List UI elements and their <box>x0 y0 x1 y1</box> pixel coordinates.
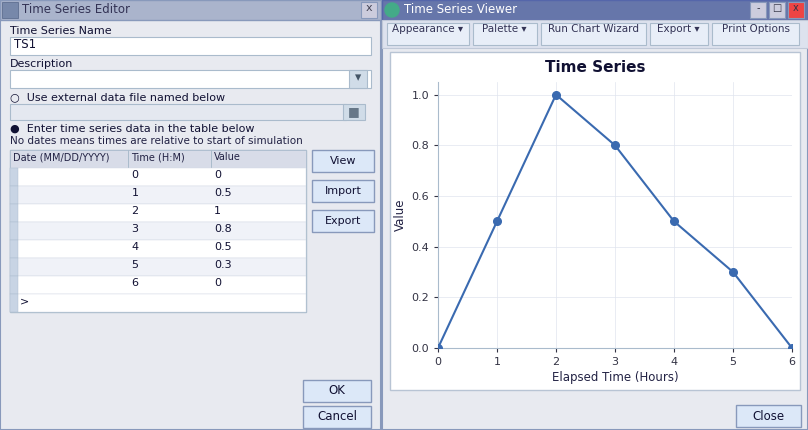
Bar <box>10 204 306 222</box>
Text: Appearance ▾: Appearance ▾ <box>392 24 463 34</box>
Bar <box>10 240 18 258</box>
Text: No dates means times are relative to start of simulation: No dates means times are relative to sta… <box>10 136 303 146</box>
Text: 1: 1 <box>132 188 138 198</box>
Text: 1: 1 <box>214 206 221 216</box>
Text: Time Series: Time Series <box>545 59 646 74</box>
Bar <box>10 70 371 88</box>
Bar <box>10 104 346 120</box>
Bar <box>10 186 306 204</box>
Text: 0.5: 0.5 <box>214 188 232 198</box>
Text: 3: 3 <box>132 224 138 234</box>
Bar <box>312 210 374 232</box>
Bar <box>750 2 766 18</box>
Text: OK: OK <box>329 384 346 397</box>
Bar <box>10 204 18 222</box>
Bar <box>0 0 381 430</box>
Text: Time Series Name: Time Series Name <box>10 26 112 36</box>
Text: Cancel: Cancel <box>317 411 357 424</box>
Bar <box>382 0 808 20</box>
Bar <box>736 405 801 427</box>
Text: -: - <box>756 3 760 13</box>
Bar <box>473 23 537 45</box>
Text: Close: Close <box>752 409 785 423</box>
Bar <box>2 2 18 18</box>
Bar <box>10 276 306 294</box>
Bar <box>10 222 18 240</box>
Text: 0: 0 <box>214 170 221 180</box>
Circle shape <box>385 3 399 17</box>
Bar <box>10 168 18 186</box>
Text: 0: 0 <box>214 278 221 288</box>
Text: Import: Import <box>325 186 361 196</box>
Text: Time (H:M): Time (H:M) <box>132 152 185 162</box>
Bar <box>650 23 708 45</box>
Bar <box>10 294 306 312</box>
Text: TS1: TS1 <box>14 38 36 51</box>
Bar <box>10 258 306 276</box>
Text: 0.3: 0.3 <box>214 260 232 270</box>
Bar <box>10 258 18 276</box>
Text: Palette ▾: Palette ▾ <box>482 24 527 34</box>
Bar <box>303 380 371 402</box>
Text: Date (MM/DD/YYYY): Date (MM/DD/YYYY) <box>13 152 110 162</box>
Bar <box>10 222 306 240</box>
Bar <box>10 294 18 312</box>
Bar <box>343 104 365 120</box>
Bar <box>361 2 377 18</box>
Text: Time Series Editor: Time Series Editor <box>22 3 130 16</box>
Bar <box>788 2 804 18</box>
Bar <box>10 240 306 258</box>
Text: Run Chart Wizard: Run Chart Wizard <box>548 24 638 34</box>
Bar <box>382 0 808 430</box>
Text: 0: 0 <box>132 170 138 180</box>
Text: ■: ■ <box>348 105 360 118</box>
Bar <box>387 23 469 45</box>
Text: 2: 2 <box>132 206 138 216</box>
Text: Print Options: Print Options <box>722 24 789 34</box>
Text: □: □ <box>772 3 781 13</box>
Text: ▾: ▾ <box>355 71 361 84</box>
Text: Time Series Viewer: Time Series Viewer <box>404 3 517 16</box>
Bar <box>10 37 371 55</box>
Text: Export ▾: Export ▾ <box>658 24 700 34</box>
Bar <box>382 20 808 48</box>
Bar <box>712 23 799 45</box>
Y-axis label: Value: Value <box>394 199 407 231</box>
Text: Description: Description <box>10 59 74 69</box>
Text: ●  Enter time series data in the table below: ● Enter time series data in the table be… <box>10 124 255 134</box>
Text: >: > <box>20 296 29 306</box>
Text: ○  Use external data file named below: ○ Use external data file named below <box>10 92 225 102</box>
Text: 6: 6 <box>132 278 138 288</box>
Bar <box>10 276 18 294</box>
Text: 0.5: 0.5 <box>214 242 232 252</box>
Text: Value: Value <box>214 152 241 162</box>
Bar <box>303 406 371 428</box>
Bar <box>312 150 374 172</box>
Text: 0.8: 0.8 <box>214 224 232 234</box>
Text: Export: Export <box>325 216 361 226</box>
Bar <box>10 186 18 204</box>
Text: 5: 5 <box>132 260 138 270</box>
Bar <box>541 23 646 45</box>
X-axis label: Elapsed Time (Hours): Elapsed Time (Hours) <box>552 371 678 384</box>
Bar <box>10 150 306 312</box>
Bar <box>10 150 306 168</box>
Bar <box>10 168 306 186</box>
Text: x: x <box>793 3 799 13</box>
Bar <box>312 180 374 202</box>
Bar <box>349 70 367 88</box>
Text: 4: 4 <box>132 242 138 252</box>
Text: View: View <box>330 156 356 166</box>
Bar <box>0 0 381 20</box>
Text: x: x <box>366 3 372 13</box>
Bar <box>390 52 800 390</box>
Bar <box>769 2 785 18</box>
